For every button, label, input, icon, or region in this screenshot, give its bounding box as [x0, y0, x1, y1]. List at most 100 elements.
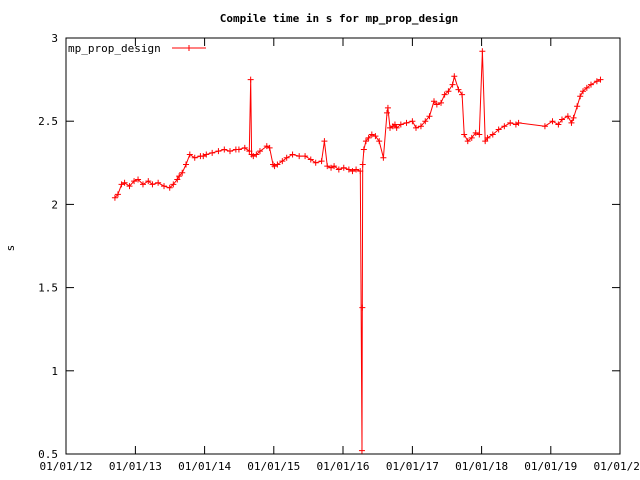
data-point [426, 113, 433, 120]
data-point [445, 88, 452, 95]
data-point [111, 194, 118, 201]
data-point [541, 123, 548, 130]
x-tick-label: 01/01/20 [594, 460, 640, 473]
x-tick-label: 01/01/15 [247, 460, 300, 473]
data-point [558, 116, 565, 123]
data-point [302, 153, 309, 160]
data-point [139, 181, 146, 188]
data-point [359, 304, 366, 311]
data-point [422, 118, 429, 125]
data-point [279, 158, 286, 165]
data-point [191, 154, 198, 161]
data-point [256, 148, 263, 155]
data-point [253, 151, 260, 158]
data-point [555, 121, 562, 128]
y-tick-label: 2 [51, 198, 58, 211]
data-point [441, 91, 448, 98]
data-point [362, 138, 369, 145]
data-point [479, 48, 486, 55]
series-line [114, 51, 601, 451]
y-tick-label: 1.5 [38, 282, 58, 295]
data-point [451, 73, 458, 80]
data-point [564, 113, 571, 120]
data-point [318, 158, 325, 165]
data-point [412, 124, 419, 131]
data-point [570, 114, 577, 121]
data-point [283, 154, 290, 161]
data-point [482, 138, 489, 145]
data-point [186, 151, 193, 158]
data-point [431, 98, 438, 105]
data-point [587, 81, 594, 88]
data-point [241, 144, 248, 151]
data-point [593, 78, 600, 85]
data-point [266, 144, 273, 151]
chart-title: Compile time in s for mp_prop_design [220, 12, 458, 25]
data-point [449, 81, 456, 88]
data-point [476, 131, 483, 138]
data-point [574, 103, 581, 110]
x-tick-label: 01/01/16 [317, 460, 370, 473]
data-point [461, 131, 468, 138]
data-point [384, 104, 391, 111]
y-tick-label: 2.5 [38, 115, 58, 128]
data-point [247, 76, 254, 83]
data-point [368, 131, 375, 138]
data-point [114, 191, 121, 198]
data-point [209, 149, 216, 156]
data-point [438, 99, 445, 106]
data-point [358, 447, 365, 454]
data-point [135, 176, 142, 183]
y-tick-label: 0.5 [38, 448, 58, 461]
data-point [464, 138, 471, 145]
data-point [597, 76, 604, 83]
data-point [359, 161, 366, 168]
data-point [200, 153, 207, 160]
data-point [340, 164, 347, 171]
legend: mp_prop_design [68, 42, 206, 55]
data-point [203, 151, 210, 158]
data-point [507, 119, 514, 126]
data-point [289, 151, 296, 158]
data-point [126, 183, 133, 190]
data-point [583, 84, 590, 91]
data-point [331, 163, 338, 170]
data-point [568, 119, 575, 126]
data-point [179, 169, 186, 176]
data-point [409, 118, 416, 125]
data-point [335, 166, 342, 173]
data-point [455, 86, 462, 93]
series-layer [111, 48, 604, 454]
data-point [307, 156, 314, 163]
data-point [221, 146, 228, 153]
data-point [376, 138, 383, 145]
data-point [515, 119, 522, 126]
data-point [170, 181, 177, 188]
x-tick-label: 01/01/17 [386, 460, 439, 473]
data-point [166, 184, 173, 191]
data-point [383, 109, 390, 116]
data-point [433, 101, 440, 108]
data-point [118, 181, 125, 188]
data-point [577, 93, 584, 100]
data-point [484, 134, 491, 141]
data-point [417, 123, 424, 130]
data-point [183, 161, 190, 168]
data-point [365, 134, 372, 141]
data-point [353, 166, 360, 173]
data-point [312, 159, 319, 166]
data-point [489, 131, 496, 138]
x-tick-label: 01/01/14 [178, 460, 231, 473]
data-point [328, 164, 335, 171]
data-point [393, 124, 400, 131]
data-point [380, 154, 387, 161]
data-point [274, 161, 281, 168]
data-point [459, 91, 466, 98]
x-tick-label: 01/01/18 [455, 460, 508, 473]
y-tick-label: 3 [51, 32, 58, 45]
data-point [349, 168, 356, 175]
data-point [176, 173, 183, 180]
data-point [235, 146, 242, 153]
data-point [161, 183, 168, 190]
data-point [215, 148, 222, 155]
